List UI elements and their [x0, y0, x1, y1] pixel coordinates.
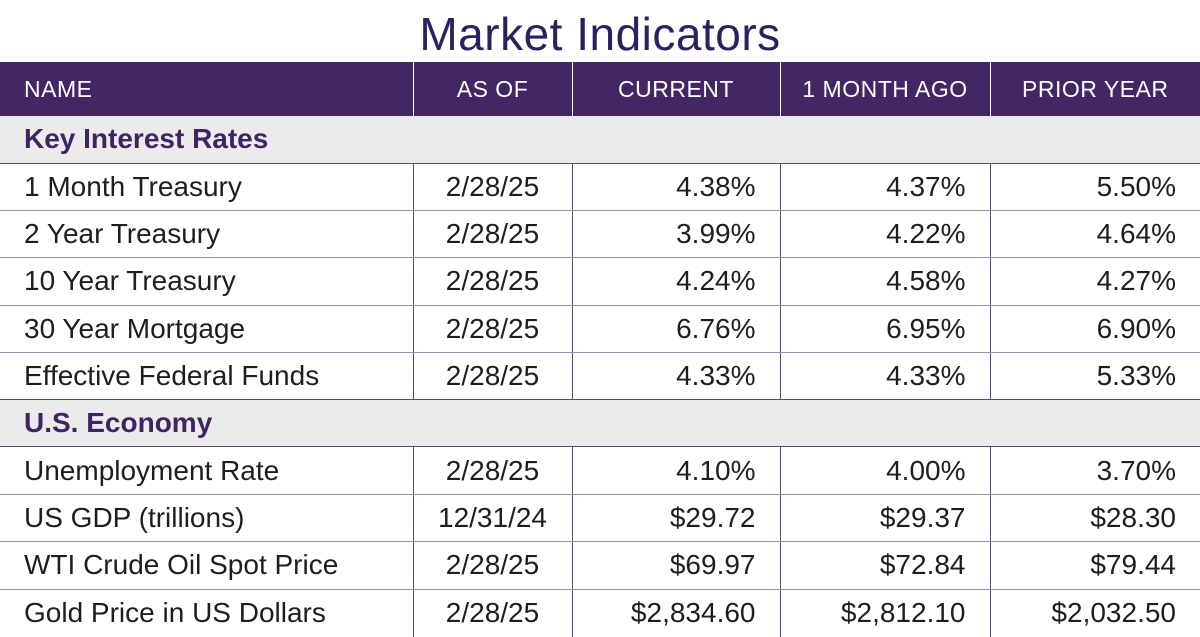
column-header-month-ago: 1 MONTH AGO	[779, 62, 990, 116]
prior-year-value: 5.33%	[989, 352, 1200, 401]
current-value: 4.33%	[571, 352, 780, 401]
indicator-name: 1 Month Treasury	[0, 163, 413, 211]
current-value: 4.10%	[571, 446, 780, 495]
month-ago-value: 6.95%	[779, 305, 990, 354]
as-of-date: 2/28/25	[412, 305, 572, 354]
table-row: 10 Year Treasury 2/28/25 4.24% 4.58% 4.2…	[0, 257, 1200, 306]
page-title: Market Indicators	[419, 8, 781, 60]
table-row: 1 Month Treasury 2/28/25 4.38% 4.37% 5.5…	[0, 163, 1200, 211]
month-ago-value: $29.37	[779, 494, 990, 543]
table-row: 2 Year Treasury 2/28/25 3.99% 4.22% 4.64…	[0, 210, 1200, 259]
as-of-date: 2/28/25	[412, 257, 572, 306]
prior-year-value: 6.90%	[989, 305, 1200, 354]
section-header-key-interest-rates: Key Interest Rates	[0, 116, 1200, 164]
indicator-name: WTI Crude Oil Spot Price	[0, 541, 413, 590]
current-value: 4.38%	[571, 163, 780, 211]
column-header-as-of: AS OF	[412, 62, 572, 116]
table-row: US GDP (trillions) 12/31/24 $29.72 $29.3…	[0, 494, 1200, 543]
current-value: $2,834.60	[571, 589, 780, 637]
prior-year-value: 4.64%	[989, 210, 1200, 259]
indicator-name: Gold Price in US Dollars	[24, 597, 326, 629]
as-of-date: 2/28/25	[412, 352, 572, 401]
indicator-name: 10 Year Treasury	[0, 257, 413, 306]
prior-year-value: $28.30	[989, 494, 1200, 543]
section-label: Key Interest Rates	[0, 116, 1200, 164]
as-of-date: 2/28/25	[412, 446, 572, 495]
indicator-name: Effective Federal Funds	[0, 352, 413, 401]
column-header-current: CURRENT	[571, 62, 780, 116]
indicator-name: US GDP (trillions)	[0, 494, 413, 543]
section-label: U.S. Economy	[0, 399, 1200, 448]
market-indicators-table: NAME AS OF CURRENT 1 MONTH AGO PRIOR YEA…	[0, 62, 1200, 637]
table-row: Gold Price in US Dollars 2/28/25 $2,834.…	[0, 589, 1200, 637]
as-of-date: 12/31/24	[412, 494, 572, 543]
prior-year-value: $2,032.50	[989, 589, 1200, 637]
indicator-name: 2 Year Treasury	[0, 210, 413, 259]
as-of-date: 2/28/25	[412, 163, 572, 211]
as-of-date: 2/28/25	[412, 541, 572, 590]
current-value: 6.76%	[571, 305, 780, 354]
current-value: $69.97	[571, 541, 780, 590]
month-ago-value: 4.00%	[779, 446, 990, 495]
column-header-prior-year: PRIOR YEAR	[989, 62, 1200, 116]
month-ago-value: $72.84	[779, 541, 990, 590]
prior-year-value: 3.70%	[989, 446, 1200, 495]
indicator-name: Unemployment Rate	[0, 446, 413, 495]
prior-year-value: 4.27%	[989, 257, 1200, 306]
as-of-date: 2/28/25	[412, 210, 572, 259]
table-row: Effective Federal Funds 2/28/25 4.33% 4.…	[0, 352, 1200, 401]
section-header-us-economy: U.S. Economy	[0, 399, 1200, 448]
table-header-row: NAME AS OF CURRENT 1 MONTH AGO PRIOR YEA…	[0, 62, 1200, 116]
current-value: 4.24%	[571, 257, 780, 306]
table-row: Unemployment Rate 2/28/25 4.10% 4.00% 3.…	[0, 446, 1200, 495]
month-ago-value: 4.37%	[779, 163, 990, 211]
month-ago-value: 4.22%	[779, 210, 990, 259]
table-row: 30 Year Mortgage 2/28/25 6.76% 6.95% 6.9…	[0, 305, 1200, 354]
prior-year-value: $79.44	[989, 541, 1200, 590]
column-header-name: NAME	[24, 75, 93, 102]
month-ago-value: 4.33%	[779, 352, 990, 401]
current-value: 3.99%	[571, 210, 780, 259]
indicator-name: 30 Year Mortgage	[0, 305, 413, 354]
month-ago-value: $2,812.10	[779, 589, 990, 637]
table-row: WTI Crude Oil Spot Price 2/28/25 $69.97 …	[0, 541, 1200, 590]
prior-year-value: 5.50%	[989, 163, 1200, 211]
month-ago-value: 4.58%	[779, 257, 990, 306]
as-of-date: 2/28/25	[412, 589, 572, 637]
current-value: $29.72	[571, 494, 780, 543]
